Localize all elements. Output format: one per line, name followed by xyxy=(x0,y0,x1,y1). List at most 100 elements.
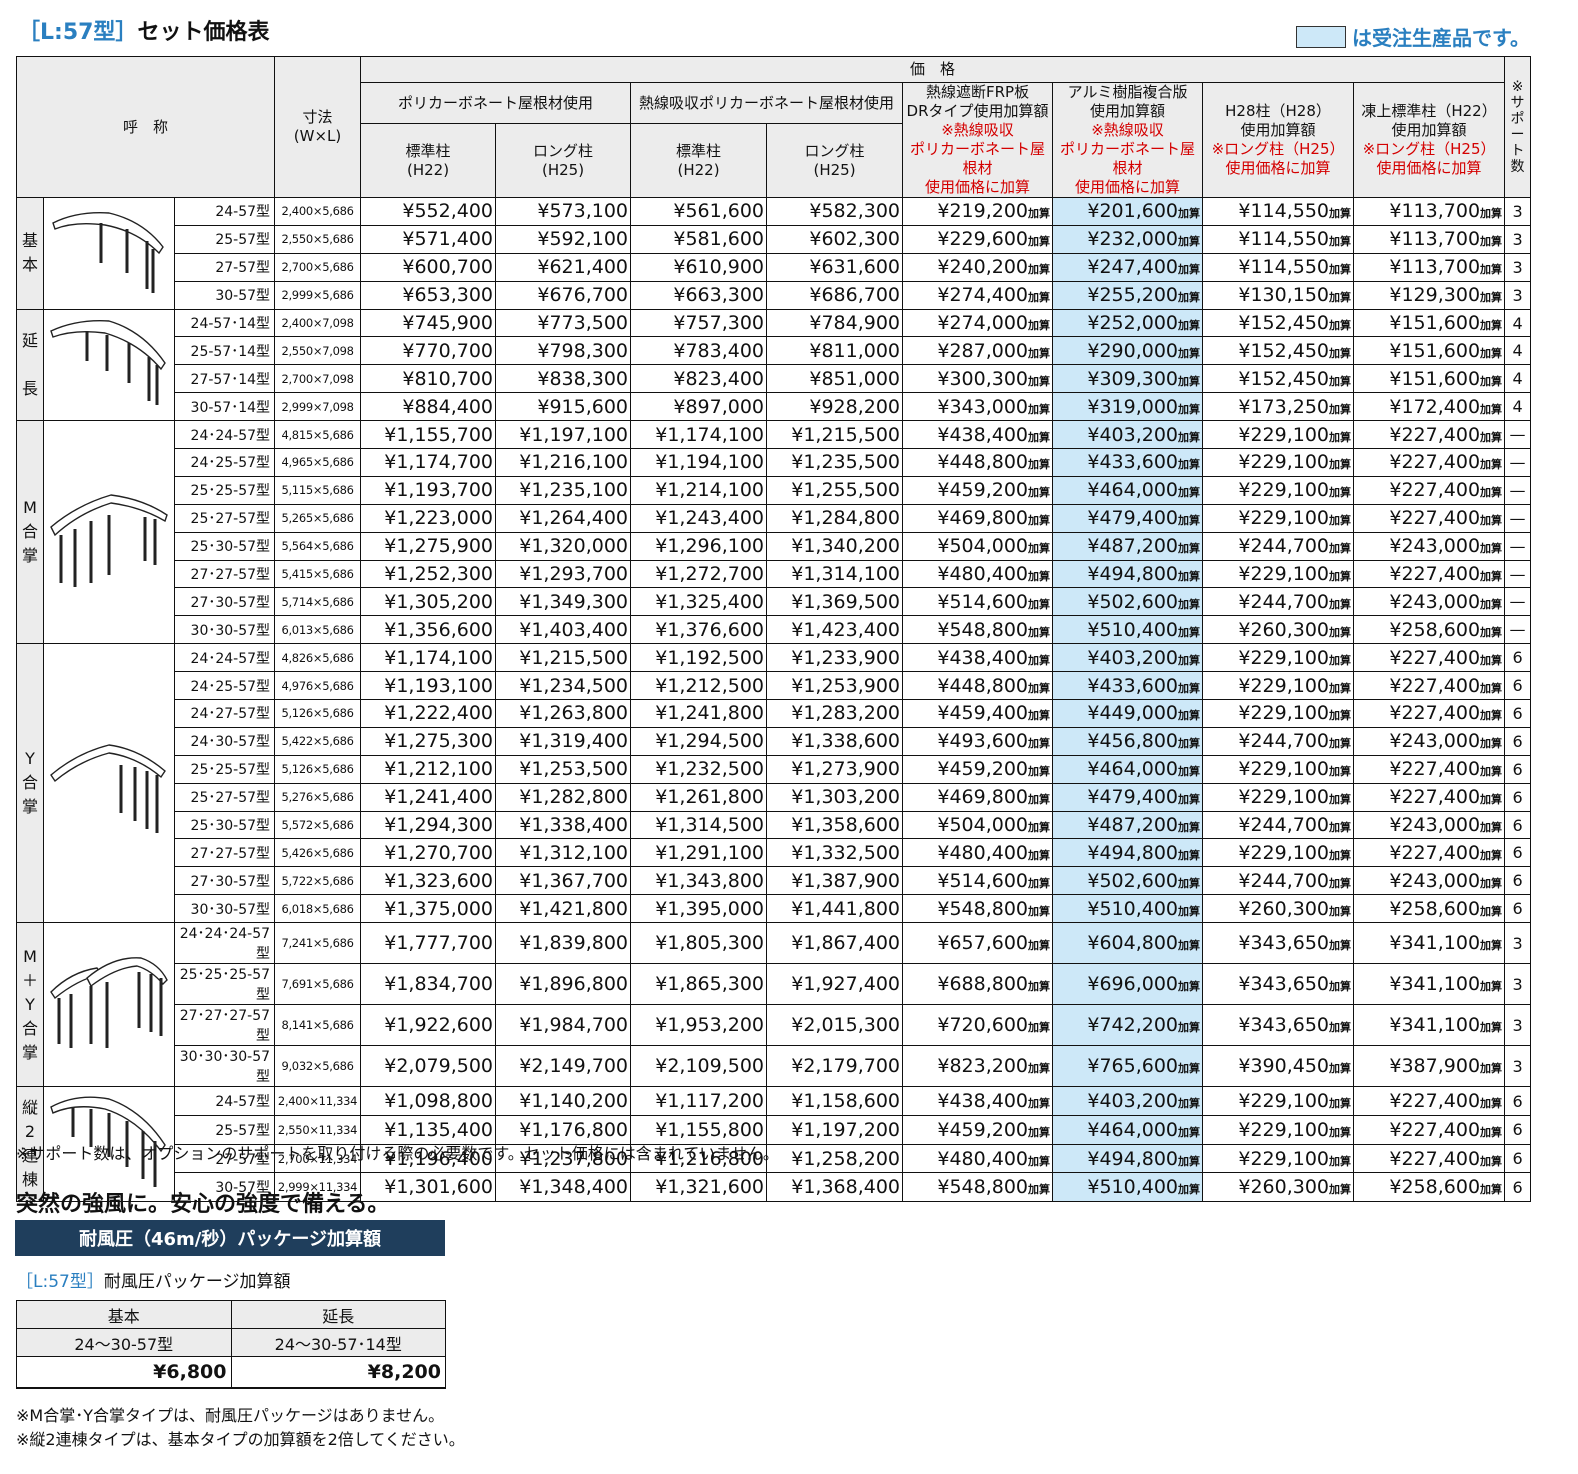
addon-label: 加算 xyxy=(1480,402,1503,416)
header-frp: 熱線遮断FRP板 DRタイプ使用加算額 ※熱線吸収 ポリカーボネート屋根材 使用価… xyxy=(902,82,1054,198)
addon-price-value: ¥244,700 xyxy=(1238,535,1330,558)
addon-price-cell: ¥341,100加算 xyxy=(1353,1004,1506,1047)
addon-price-value: ¥243,000 xyxy=(1389,869,1481,892)
addon-price-cell: ¥229,100加算 xyxy=(1202,475,1355,505)
price-cell: ¥1,235,100 xyxy=(495,475,632,505)
addon-price-value: ¥487,200 xyxy=(1087,814,1179,837)
size-cell: 2,400×5,686 xyxy=(274,197,362,226)
addon-label: 加算 xyxy=(1480,821,1503,835)
addon-price-cell: ¥129,300加算 xyxy=(1353,280,1506,310)
addon-price-value: ¥657,600 xyxy=(937,932,1029,955)
addon-price-cell: ¥765,600加算 xyxy=(1052,1045,1204,1088)
addon-price-value: ¥113,700 xyxy=(1389,256,1481,279)
addon-price-value: ¥433,600 xyxy=(1087,451,1179,474)
model-cell: 30-57型 xyxy=(173,1172,276,1203)
addon-price-value: ¥343,000 xyxy=(937,395,1029,418)
addon-price-cell: ¥243,000加算 xyxy=(1353,587,1506,617)
addon-price-value: ¥433,600 xyxy=(1087,674,1179,697)
addon-label: 加算 xyxy=(1480,980,1503,994)
addon-price-value: ¥227,400 xyxy=(1389,841,1481,864)
addon-price-value: ¥548,800 xyxy=(937,1176,1029,1199)
addon-price-cell: ¥494,800加算 xyxy=(1052,1143,1204,1174)
addon-label: 加算 xyxy=(1329,653,1352,667)
support-count-cell: — xyxy=(1504,559,1532,589)
addon-price-cell: ¥469,800加算 xyxy=(902,503,1054,533)
addon-label: 加算 xyxy=(1178,374,1201,388)
addon-label: 加算 xyxy=(1329,374,1352,388)
addon-label: 加算 xyxy=(1178,653,1201,667)
table-row: 25･30-57型 5,564×5,686 ¥1,275,900 ¥1,320,000… xyxy=(17,531,1532,561)
addon-label: 加算 xyxy=(1329,1125,1352,1139)
addon-label: 加算 xyxy=(1329,514,1352,528)
price-cell: ¥1,953,200 xyxy=(630,1004,768,1047)
price-cell: ¥1,332,500 xyxy=(766,838,904,868)
support-count-cell: — xyxy=(1504,531,1532,561)
price-cell: ¥1,263,800 xyxy=(495,699,632,728)
addon-label: 加算 xyxy=(1329,430,1352,444)
addon-label: 加算 xyxy=(1028,1154,1051,1168)
support-count-cell: 6 xyxy=(1504,866,1532,896)
addon-label: 加算 xyxy=(1028,980,1051,994)
table-row: 25･27-57型 5,265×5,686 ¥1,223,000 ¥1,264,400… xyxy=(17,503,1532,533)
addon-price-cell: ¥244,700加算 xyxy=(1202,810,1355,840)
support-count-cell: 6 xyxy=(1504,810,1532,840)
model-cell: 24･25-57型 xyxy=(173,448,276,477)
addon-label: 加算 xyxy=(1329,1097,1352,1111)
addon-price-cell: ¥260,300加算 xyxy=(1202,615,1355,645)
price-cell: ¥1,117,200 xyxy=(630,1086,768,1116)
price-cell: ¥1,777,700 xyxy=(360,922,497,965)
size-cell: 2,700×11,334 xyxy=(274,1143,362,1174)
model-cell: 27-57型 xyxy=(173,252,276,282)
table-row: 25-57型 2,550×11,334 ¥1,135,400 ¥1,176,800 ¥1… xyxy=(17,1114,1532,1145)
model-cell: 24･24-57型 xyxy=(173,643,276,673)
header-group-poly: ポリカーボネート屋根材使用 xyxy=(360,81,632,125)
addon-price-value: ¥243,000 xyxy=(1389,730,1481,753)
price-cell: ¥1,312,100 xyxy=(495,838,632,868)
addon-price-value: ¥459,200 xyxy=(937,758,1029,781)
addon-price-value: ¥403,200 xyxy=(1087,646,1179,669)
addon-price-cell: ¥274,000加算 xyxy=(902,308,1054,338)
addon-label: 加算 xyxy=(1329,1183,1352,1197)
wind-header-ext: 延長 xyxy=(230,1300,446,1329)
model-cell: 30･30-57型 xyxy=(173,894,276,924)
addon-price-cell: ¥232,000加算 xyxy=(1052,224,1204,254)
addon-price-cell: ¥173,250加算 xyxy=(1202,392,1355,422)
addon-price-value: ¥343,650 xyxy=(1238,932,1330,955)
addon-price-cell: ¥151,600加算 xyxy=(1353,364,1506,394)
price-cell: ¥1,301,600 xyxy=(360,1172,497,1203)
price-cell: ¥1,155,700 xyxy=(360,420,497,450)
support-count-cell: 6 xyxy=(1504,643,1532,673)
addon-label: 加算 xyxy=(1480,737,1503,751)
addon-price-cell: ¥258,600加算 xyxy=(1353,894,1506,924)
size-cell: 5,714×5,686 xyxy=(274,587,362,617)
addon-price-value: ¥403,200 xyxy=(1087,1090,1179,1113)
addon-label: 加算 xyxy=(1178,263,1201,277)
price-cell: ¥1,261,800 xyxy=(630,782,768,812)
price-cell: ¥582,300 xyxy=(766,197,904,226)
price-cell: ¥811,000 xyxy=(766,336,904,366)
addon-price-cell: ¥502,600加算 xyxy=(1052,866,1204,896)
addon-price-value: ¥448,800 xyxy=(937,451,1029,474)
support-count-cell: 4 xyxy=(1504,336,1532,366)
price-cell: ¥2,149,700 xyxy=(495,1045,632,1088)
addon-price-cell: ¥172,400加算 xyxy=(1353,392,1506,422)
size-cell: 8,141×5,686 xyxy=(274,1004,362,1047)
model-cell: 25･25-57型 xyxy=(173,754,276,784)
price-cell: ¥581,600 xyxy=(630,224,768,254)
addon-price-value: ¥510,400 xyxy=(1087,897,1179,920)
addon-price-cell: ¥341,100加算 xyxy=(1353,963,1506,1006)
addon-price-value: ¥438,400 xyxy=(937,646,1029,669)
addon-label: 加算 xyxy=(1329,848,1352,862)
addon-price-cell: ¥343,650加算 xyxy=(1202,922,1355,965)
addon-price-cell: ¥502,600加算 xyxy=(1052,587,1204,617)
addon-label: 加算 xyxy=(1028,1183,1051,1197)
table-row: 27･30-57型 5,722×5,686 ¥1,323,600 ¥1,367,700… xyxy=(17,866,1532,896)
model-cell: 24･27-57型 xyxy=(173,699,276,728)
price-cell: ¥1,264,400 xyxy=(495,503,632,533)
addon-label: 加算 xyxy=(1480,597,1503,611)
addon-price-cell: ¥152,450加算 xyxy=(1202,364,1355,394)
addon-price-cell: ¥480,400加算 xyxy=(902,559,1054,589)
addon-price-value: ¥227,400 xyxy=(1389,479,1481,502)
size-cell: 6,018×5,686 xyxy=(274,894,362,924)
addon-price-cell: ¥438,400加算 xyxy=(902,420,1054,450)
